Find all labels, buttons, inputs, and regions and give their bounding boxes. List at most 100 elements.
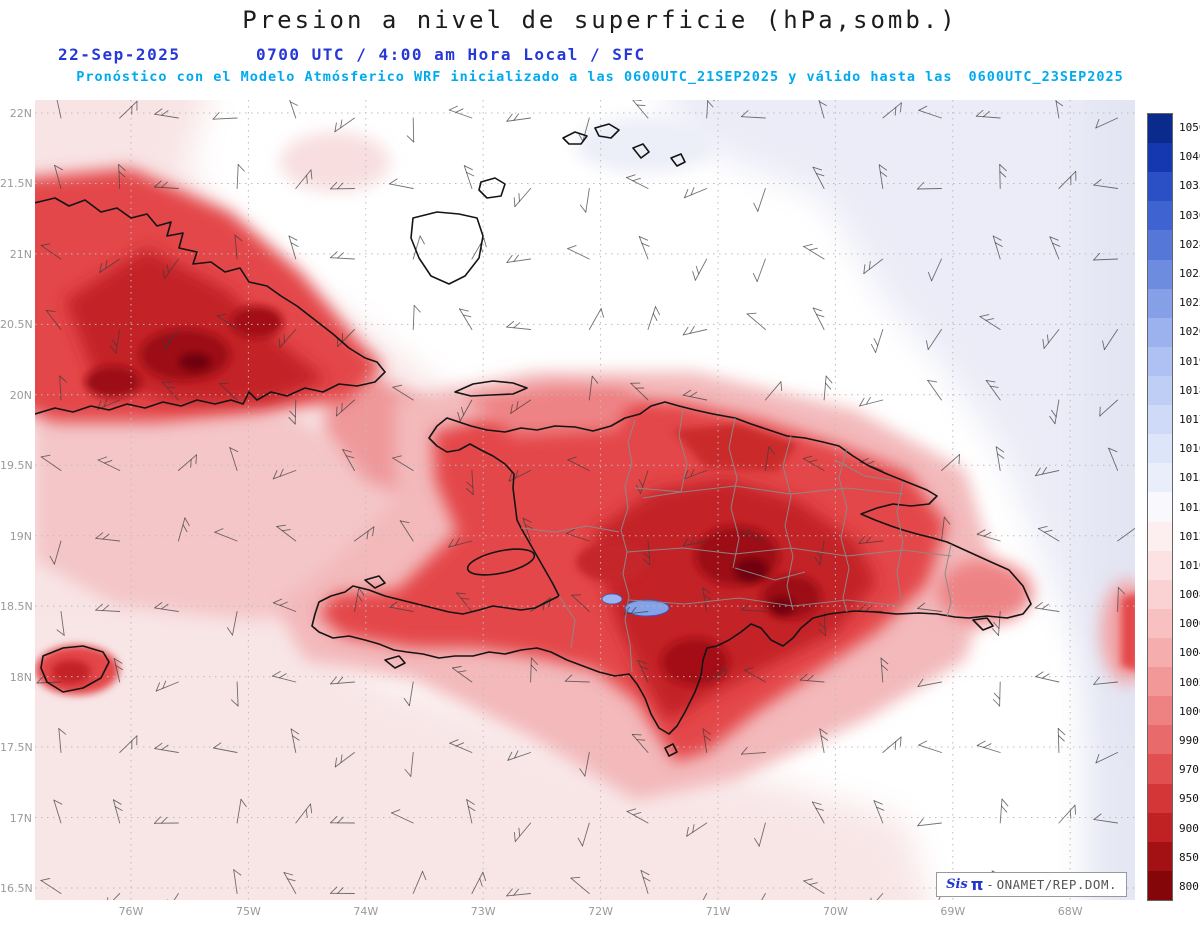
- lat-label: 18N: [9, 670, 32, 684]
- colorbar-label: 1022: [1179, 296, 1200, 310]
- lat-label: 19.5N: [0, 459, 33, 473]
- forecast-description: Pronóstico con el Modelo Atmósferico WRF…: [0, 69, 1200, 85]
- colorbar-cell: [1148, 346, 1172, 376]
- wind-barbs-layer: [36, 100, 1135, 900]
- colorbar-cell: [1148, 725, 1172, 755]
- colorbar-cell: [1148, 841, 1172, 871]
- gonave-island: [466, 548, 536, 576]
- colorbar-label: 1018: [1179, 383, 1200, 397]
- forecast-prefix: Pronóstico con el Modelo Atmósferico WRF…: [76, 69, 953, 85]
- lat-label: 22N: [9, 107, 32, 120]
- lon-label: 70W: [822, 905, 848, 918]
- colorbar-cell: [1148, 696, 1172, 726]
- colorbar-label: 970: [1179, 763, 1199, 777]
- hispaniola-coastline: [311, 401, 1032, 735]
- cayemites-island: [364, 575, 386, 589]
- lat-label: 20.5N: [0, 318, 33, 332]
- colorbar-cell: [1148, 259, 1172, 289]
- colorbar-label: 1013: [1179, 500, 1200, 514]
- colorbar-label: 1010: [1179, 558, 1200, 572]
- colorbar-label: 1000: [1179, 704, 1200, 718]
- colorbar-cell: [1148, 783, 1172, 813]
- forecast-valid-until: 0600UTC_23SEP2025: [968, 69, 1124, 85]
- colorbar-cell: [1148, 637, 1172, 668]
- lon-label: 75W: [235, 905, 261, 918]
- sispi-logo: Sis: [946, 877, 968, 892]
- colorbar-label: 1008: [1179, 588, 1200, 602]
- lon-label: 68W: [1057, 905, 1083, 918]
- lat-label: 17N: [9, 811, 32, 825]
- colorbar-label: 1015: [1179, 471, 1200, 485]
- pressure-shading-layer: [35, 100, 1135, 900]
- lat-label: 18.5N: [0, 600, 33, 614]
- admin-borders-layer: [520, 407, 952, 673]
- lat-label: 17.5N: [0, 741, 33, 755]
- lakes-layer: [601, 593, 670, 617]
- colorbar-label: 1040: [1179, 150, 1200, 164]
- colorbar-label: 950: [1179, 792, 1199, 806]
- colorbar-cell: [1148, 870, 1172, 900]
- lake-enriquillo: [624, 599, 670, 617]
- turks-island: [670, 153, 686, 167]
- lon-label: 74W: [353, 905, 379, 918]
- colorbar-cell: [1148, 172, 1172, 202]
- lon-label: 71W: [705, 905, 731, 918]
- colorbar-label: 850: [1179, 850, 1199, 864]
- forecast-date: 22-Sep-2025: [58, 45, 181, 64]
- lat-label: 19N: [9, 529, 32, 543]
- colorbar-cell: [1148, 812, 1172, 842]
- caicos-island-3: [632, 143, 650, 159]
- colorbar-cell: [1148, 317, 1172, 347]
- haiti-dr-border: [620, 419, 636, 673]
- lake-azuei: [601, 593, 623, 605]
- colorbar-cell: [1148, 201, 1172, 231]
- colorbar-label: 1004: [1179, 646, 1200, 660]
- lat-label: 20N: [9, 388, 32, 402]
- colorbar-label: 1016: [1179, 442, 1200, 456]
- forecast-time-line: 0700 UTC / 4:00 am Hora Local / SFC: [256, 45, 646, 64]
- lon-label: 73W: [470, 905, 496, 918]
- colorbar-cell: [1148, 463, 1172, 493]
- colorbar-cell: [1148, 492, 1172, 522]
- colorbar-cell: [1148, 375, 1172, 406]
- lon-label: 69W: [940, 905, 966, 918]
- colorbar-cell: [1148, 521, 1172, 551]
- colorbar-label: 1006: [1179, 617, 1200, 631]
- credit-organization: ONAMET/REP.DOM.: [996, 877, 1117, 892]
- colorbar-cell: [1148, 288, 1172, 318]
- lat-label: 21.5N: [0, 177, 33, 191]
- pressure-map: [35, 100, 1135, 900]
- lon-label: 76W: [118, 905, 144, 918]
- colorbar-cell: [1148, 608, 1172, 638]
- great-inagua-island: [410, 211, 484, 285]
- pressure-map-svg: [35, 100, 1135, 900]
- colorbar-cell: [1148, 550, 1172, 580]
- cuba-coastline: [35, 197, 386, 415]
- colorbar-cell: [1148, 405, 1172, 435]
- colorbar-label: 1019: [1179, 354, 1200, 368]
- colorbar-label: 1025: [1179, 267, 1200, 281]
- coastlines-layer: [35, 123, 1032, 757]
- colorbar-label: 800: [1179, 879, 1199, 893]
- jamaica-east-tip: [40, 645, 110, 693]
- colorbar-cell: [1148, 434, 1172, 464]
- colorbar-label: 1017: [1179, 412, 1200, 426]
- caicos-island-1: [562, 131, 588, 145]
- tortuga-island: [454, 380, 528, 397]
- colorbar-label: 1030: [1179, 208, 1200, 222]
- little-inagua-island: [478, 177, 506, 199]
- page-title: Presion a nivel de superficie (hPa,somb.…: [242, 6, 958, 34]
- colorbar-cell: [1148, 579, 1172, 609]
- colorbar-cell: [1148, 143, 1172, 173]
- saona-island: [972, 617, 994, 631]
- alto-velo-island: [664, 743, 678, 757]
- colorbar-label: 990: [1179, 733, 1199, 747]
- credit-badge: Sis π - ONAMET/REP.DOM.: [936, 872, 1127, 897]
- latlon-grid: [35, 100, 1135, 900]
- lat-label: 16.5N: [0, 881, 33, 895]
- lon-label: 72W: [588, 905, 614, 918]
- pi-logo-icon: π: [970, 874, 984, 894]
- colorbar-cell: [1148, 230, 1172, 260]
- colorbar-label: 1028: [1179, 237, 1200, 251]
